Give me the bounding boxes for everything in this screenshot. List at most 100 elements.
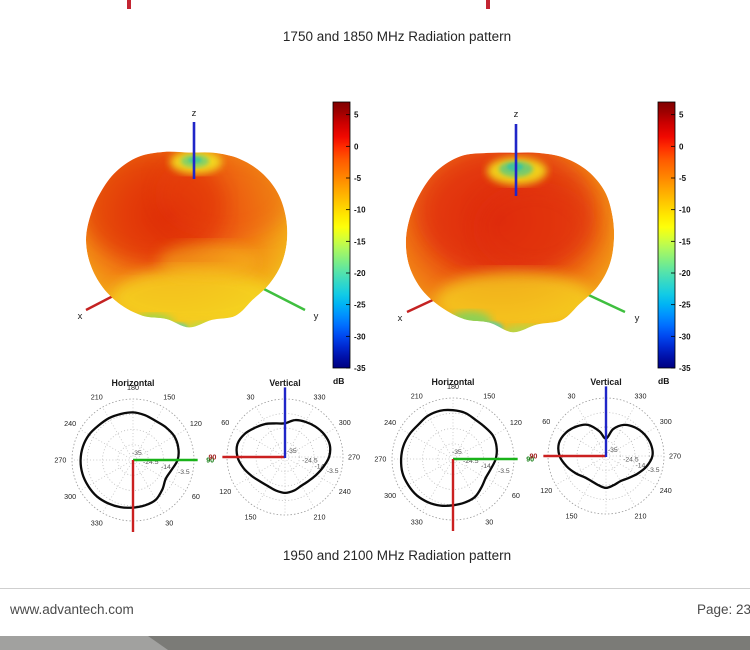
angle-label-90: 90 — [529, 452, 537, 461]
colorbar-tick-label: -10 — [679, 206, 691, 215]
polar-radial-tick-label: -24.5 — [623, 457, 639, 464]
footer-page-number: Page: 23 — [697, 602, 750, 617]
polar-plot-vertical-2: -35 -24.5-14-3.5 30 60 90 120 150 210 240 270 300 3… — [529, 377, 681, 520]
polar-grid-spoke — [255, 406, 284, 455]
angle-label: 60 — [221, 418, 229, 427]
surface-blob-right — [405, 152, 615, 333]
colorbar-tick-label: -35 — [354, 364, 366, 373]
angle-label: 60 — [512, 491, 520, 500]
polar-grid-spoke — [286, 459, 315, 508]
angle-label-90: 90 — [526, 455, 534, 464]
angle-label: 240 — [384, 418, 396, 427]
angle-label: 210 — [635, 511, 647, 520]
polar-grid-spoke — [607, 405, 636, 454]
angle-label: 270 — [374, 455, 386, 464]
polar-radial-tick-label: -35 — [287, 448, 297, 455]
colorbar-left: 5 0 -5 -10 -15 -20 -25 -30 -35 dB — [332, 101, 366, 386]
colorbar-tick-label: -20 — [679, 269, 691, 278]
polar-grid-spoke — [608, 457, 657, 486]
angle-label: 330 — [314, 393, 326, 402]
angle-label: 150 — [163, 393, 175, 402]
polar-radial-tick-label: -3.5 — [178, 469, 190, 476]
polar-grid-spoke — [607, 458, 636, 507]
colorbar-unit-label: dB — [658, 376, 669, 386]
polar-radial-tick-label: -35 — [452, 449, 462, 456]
angle-label: 150 — [244, 512, 256, 521]
colorbar-tick-label: -5 — [679, 174, 687, 183]
polar-grid-spoke — [555, 426, 604, 455]
angle-label: 180 — [447, 382, 459, 391]
polar-plot-title: Vertical — [269, 378, 300, 388]
y-axis-line — [257, 284, 306, 312]
colorbar-gradient — [657, 101, 676, 369]
polar-radial-tick-label: -14 — [161, 464, 171, 471]
figure-title-bottom: 1950 and 2100 MHz Radiation pattern — [282, 548, 512, 563]
polar-plot-title: Horizontal — [431, 377, 474, 387]
clipped-red-heading-artifact — [486, 0, 490, 9]
angle-label: 120 — [510, 418, 522, 427]
angle-label: 150 — [483, 392, 495, 401]
colorbar-tick-label: -25 — [354, 301, 366, 310]
polar-grid-spoke — [287, 427, 336, 456]
polar-grid-spoke — [79, 429, 131, 459]
colorbar-gradient — [332, 101, 351, 369]
angle-label: 300 — [64, 492, 76, 501]
polar-radial-tick-label: -14 — [314, 463, 324, 470]
y-axis-label: y — [314, 311, 319, 322]
angle-label: 330 — [411, 517, 423, 526]
colorbar-tick-label: 5 — [354, 111, 359, 120]
z-axis-label: z — [514, 109, 519, 120]
angle-label: 30 — [165, 518, 173, 527]
angle-label: 300 — [384, 491, 396, 500]
polar-radial-tick-label: -14 — [635, 462, 645, 469]
colorbar-tick-label: -25 — [679, 301, 691, 310]
angle-label: 270 — [669, 452, 681, 461]
polar-grid-spoke — [286, 406, 315, 455]
polar-grid-spoke — [255, 459, 284, 508]
polar-radial-tick-label: -35 — [132, 450, 142, 457]
angle-label: 240 — [64, 419, 76, 428]
colorbar-tick-label: 0 — [679, 142, 684, 151]
polar-radial-tick-label: -24.5 — [143, 459, 159, 466]
angle-label: 330 — [635, 392, 647, 401]
angle-label: 210 — [411, 392, 423, 401]
footer-divider — [0, 588, 750, 589]
polar-plot-title: Vertical — [590, 377, 621, 387]
angle-label: 60 — [542, 417, 550, 426]
footer-website-link[interactable]: www.advantech.com — [10, 602, 134, 617]
colorbar-tick-label: -15 — [679, 237, 691, 246]
polar-grid-circle — [255, 427, 315, 487]
angle-label: 180 — [127, 383, 139, 392]
colorbar-tick-label: 5 — [679, 111, 684, 120]
colorbar-unit-label: dB — [333, 376, 344, 386]
angle-label: 330 — [91, 518, 103, 527]
polar-grid-circle — [562, 412, 650, 500]
polar-grid-spoke — [234, 458, 283, 487]
polar-gain-curve — [399, 408, 498, 508]
polar-radial-tick-label: -14 — [481, 463, 491, 470]
colorbar-tick-label: -30 — [354, 332, 366, 341]
polar-grid-spoke — [422, 405, 452, 457]
figure-title-top: 1750 and 1850 MHz Radiation pattern — [282, 29, 512, 44]
polar-grid-spoke — [576, 458, 605, 507]
angle-label: 120 — [219, 487, 231, 496]
polar-radial-tick-label: -24.5 — [302, 458, 318, 465]
angle-label: 210 — [314, 512, 326, 521]
angle-label: 240 — [660, 486, 672, 495]
polar-grid-spoke — [576, 405, 605, 454]
polar-grid-spoke — [555, 457, 604, 486]
polar-gain-curve — [235, 418, 332, 495]
polar-grid-circle — [576, 426, 636, 486]
z-axis-label: z — [192, 108, 197, 119]
surface-plot-right: z x y — [398, 109, 640, 333]
angle-label-90: 90 — [206, 456, 214, 465]
colorbar-tick-label: -5 — [354, 174, 362, 183]
x-axis-label: x — [398, 313, 403, 324]
angle-label: 210 — [91, 393, 103, 402]
angle-label: 270 — [348, 453, 360, 462]
surface-plot-left: z x y — [78, 108, 319, 328]
polar-gain-curve — [557, 423, 654, 490]
colorbar-right: 5 0 -5 -10 -15 -20 -25 -30 -35 dB — [657, 101, 691, 386]
polar-plot-horizontal-2: -35-24.5-14 -3.5 30 60 90 120 150 180 210 240 270 3… — [374, 377, 534, 531]
